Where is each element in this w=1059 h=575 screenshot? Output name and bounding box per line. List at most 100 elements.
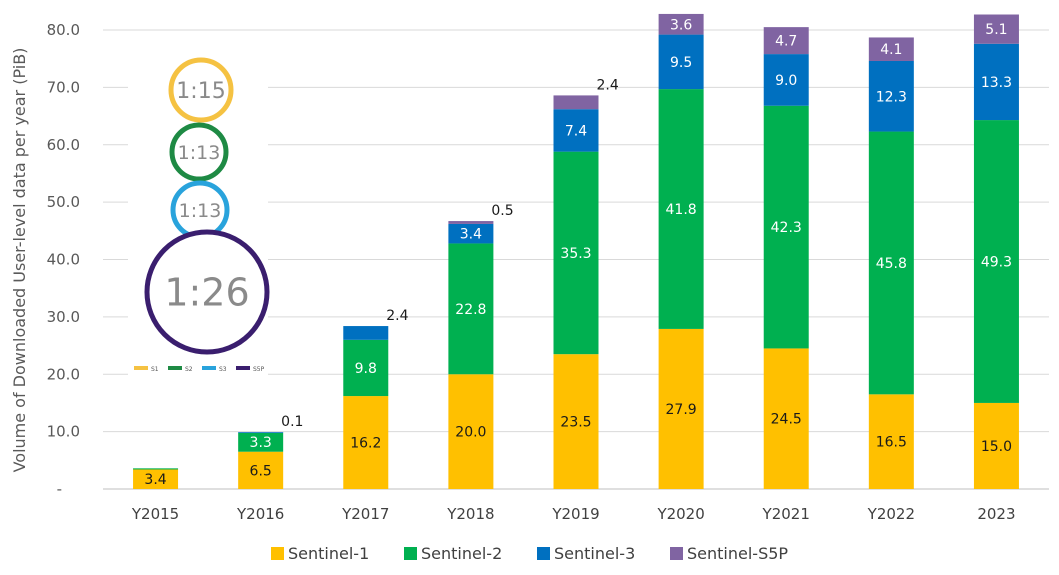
bar-segment-sentinel-2 (343, 339, 389, 397)
inset-legend-label: S3 (219, 366, 227, 373)
data-label: 12.3 (876, 89, 907, 105)
y-tick-label: 40.0 (47, 251, 80, 269)
bar-segment-sentinel-3 (553, 109, 599, 152)
data-label: 27.9 (666, 402, 697, 418)
data-label: 16.5 (876, 435, 907, 451)
data-label: 2.4 (386, 308, 408, 324)
bar-segment-sentinel-2 (658, 89, 704, 329)
y-axis-label: Volume of Downloaded User-level data per… (10, 48, 29, 473)
bar-segment-sentinel-2 (553, 151, 599, 355)
inset-legend-swatch (236, 366, 250, 370)
data-label: 3.6 (670, 17, 692, 33)
bar-segment-sentinel-s5p (553, 95, 599, 110)
bar-segment-sentinel-1 (658, 328, 704, 489)
bar-segment-sentinel-2 (973, 120, 1019, 403)
bar-segment-sentinel-3 (448, 223, 494, 244)
data-label: 42.3 (771, 220, 802, 236)
inset-legend-swatch (168, 366, 182, 370)
data-label: 41.8 (666, 202, 697, 218)
data-label: 6.5 (250, 463, 272, 479)
bar-segment-sentinel-s5p (973, 14, 1019, 44)
data-label: 9.8 (355, 361, 377, 377)
y-tick-label: 60.0 (47, 136, 80, 154)
y-tick-label: - (57, 480, 62, 498)
data-label: 2.4 (597, 77, 619, 93)
bar-segment-sentinel-3 (343, 326, 389, 340)
legend-label: Sentinel-3 (554, 544, 635, 563)
data-label: 9.0 (775, 73, 797, 89)
y-tick-label: 20.0 (47, 365, 80, 383)
data-label: 24.5 (771, 412, 802, 428)
bar-segment-sentinel-3 (658, 34, 704, 90)
ratio-circle (144, 229, 270, 355)
bar-segment-sentinel-s5p (658, 13, 704, 35)
legend-swatch (271, 547, 284, 560)
bar-segment-sentinel-1 (868, 394, 914, 489)
bar-segment-sentinel-3 (973, 43, 1019, 121)
bar-segment-sentinel-3 (763, 54, 809, 106)
bar-segment-sentinel-1 (343, 396, 389, 489)
bar-segment-sentinel-1 (238, 451, 284, 489)
data-label: 16.2 (350, 436, 381, 452)
bar-segment-sentinel-2 (133, 468, 179, 470)
bar-segment-sentinel-2 (238, 432, 284, 452)
x-tick-label: Y2020 (656, 505, 704, 523)
y-tick-label: 10.0 (47, 423, 80, 441)
bar-segment-sentinel-2 (868, 131, 914, 395)
x-tick-label: Y2017 (341, 505, 389, 523)
bar-segment-sentinel-s5p (868, 37, 914, 61)
x-tick-label: 2023 (977, 505, 1015, 523)
ratio-label: 1:26 (164, 271, 249, 315)
data-label: 3.4 (460, 227, 482, 243)
legend-swatch (537, 547, 550, 560)
data-label: 35.3 (560, 246, 591, 262)
data-label: 20.0 (455, 425, 486, 441)
inset-legend-label: S2 (185, 366, 193, 373)
bar-segment-sentinel-3 (238, 432, 284, 433)
legend-label: Sentinel-2 (421, 544, 502, 563)
x-tick-label: Y2016 (236, 505, 284, 523)
x-tick-label: Y2018 (446, 505, 494, 523)
bar-segment-sentinel-1 (133, 469, 179, 489)
data-label: 45.8 (876, 256, 907, 272)
ratio-label: 1:13 (179, 200, 222, 222)
data-label: 3.4 (144, 472, 166, 488)
bar-segment-sentinel-1 (763, 348, 809, 489)
data-label: 23.5 (560, 415, 591, 431)
bar-segment-sentinel-1 (553, 354, 599, 489)
legend-label: Sentinel-1 (288, 544, 369, 563)
data-label: 0.1 (281, 414, 303, 430)
inset-legend-label: S1 (151, 366, 159, 373)
data-label: 13.3 (981, 75, 1012, 91)
ratio-circle (169, 122, 229, 182)
data-label: 4.7 (775, 34, 797, 50)
legend-swatch (404, 547, 417, 560)
bar-segment-sentinel-s5p (448, 221, 494, 224)
data-label: 15.0 (981, 439, 1012, 455)
data-label: 9.5 (670, 55, 692, 71)
x-tick-label: Y2019 (551, 505, 599, 523)
legend-label: Sentinel-S5P (687, 544, 788, 563)
x-tick-label: Y2021 (762, 505, 810, 523)
data-label: 49.3 (981, 255, 1012, 271)
bar-segment-sentinel-3 (868, 60, 914, 132)
ratio-circle (168, 57, 234, 123)
legend-swatch (670, 547, 683, 560)
bar-segment-sentinel-2 (448, 243, 494, 375)
data-label: 22.8 (455, 302, 486, 318)
bar-segment-sentinel-1 (448, 374, 494, 489)
bar-segment-sentinel-1 (973, 402, 1019, 489)
y-tick-label: 80.0 (47, 21, 80, 39)
x-tick-label: Y2022 (867, 505, 915, 523)
y-tick-label: 50.0 (47, 193, 80, 211)
data-label: 4.1 (880, 42, 902, 58)
data-label: 7.4 (565, 123, 587, 139)
ratio-label: 1:13 (178, 142, 221, 164)
data-label: 5.1 (985, 22, 1007, 38)
inset-legend-swatch (202, 366, 216, 370)
x-tick-label: Y2015 (131, 505, 179, 523)
y-tick-label: 70.0 (47, 78, 80, 96)
inset-legend-swatch (134, 366, 148, 370)
